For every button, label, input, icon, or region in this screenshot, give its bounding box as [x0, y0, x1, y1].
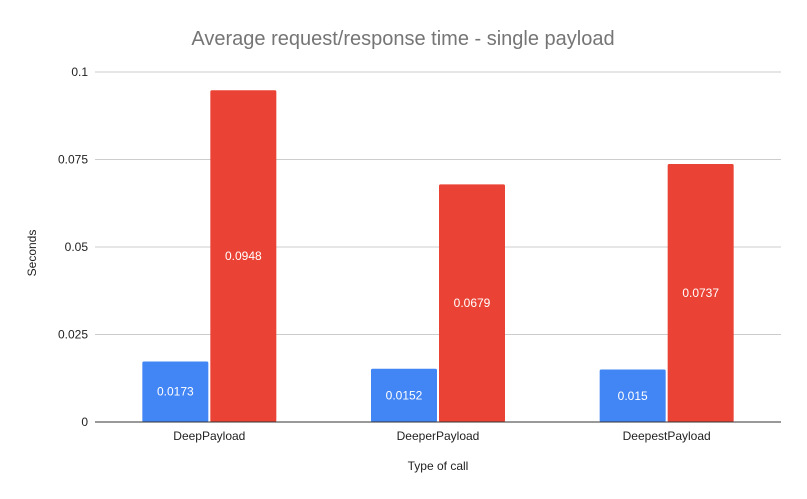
- data-label: 0.0948: [225, 249, 262, 263]
- y-axis-label: Seconds: [25, 230, 39, 277]
- gridlines: [95, 71, 781, 335]
- y-tick-label: 0.05: [65, 240, 89, 254]
- bar-DeeperPayload-s2: [439, 184, 505, 422]
- bar-DeeperPayload-s1: [371, 368, 437, 422]
- y-tick-label: 0.1: [71, 65, 88, 79]
- x-tick-label: DeepPayload: [173, 429, 245, 443]
- bar-DeepPayload-s1: [142, 361, 209, 422]
- data-label: 0.0152: [386, 388, 423, 402]
- bar-DeepPayload-s2: [210, 90, 277, 422]
- data-label: 0.0737: [682, 286, 719, 300]
- x-tick-label: DeepestPayload: [623, 429, 711, 443]
- y-tick-label: 0: [81, 415, 88, 429]
- y-tick-label: 0.025: [58, 328, 88, 342]
- x-axis-label: Type of call: [408, 459, 469, 473]
- chart-title: Average request/response time - single p…: [191, 28, 614, 50]
- data-label: 0.0173: [157, 385, 194, 399]
- x-axis-ticks: DeepPayload DeeperPayload DeepestPayload: [173, 429, 710, 443]
- bar-DeepestPayload-s2: [667, 164, 734, 423]
- y-tick-label: 0.075: [58, 153, 88, 167]
- bar-DeepestPayload-s1: [599, 369, 666, 422]
- y-axis-ticks: 0 0.025 0.05 0.075 0.1: [58, 65, 88, 429]
- data-label: 0.0679: [454, 296, 491, 310]
- bars: 0.0173 0.0948 0.0152 0.0679 0.015 0.0737: [142, 90, 734, 423]
- data-label: 0.015: [618, 389, 648, 403]
- x-tick-label: DeeperPayload: [397, 429, 480, 443]
